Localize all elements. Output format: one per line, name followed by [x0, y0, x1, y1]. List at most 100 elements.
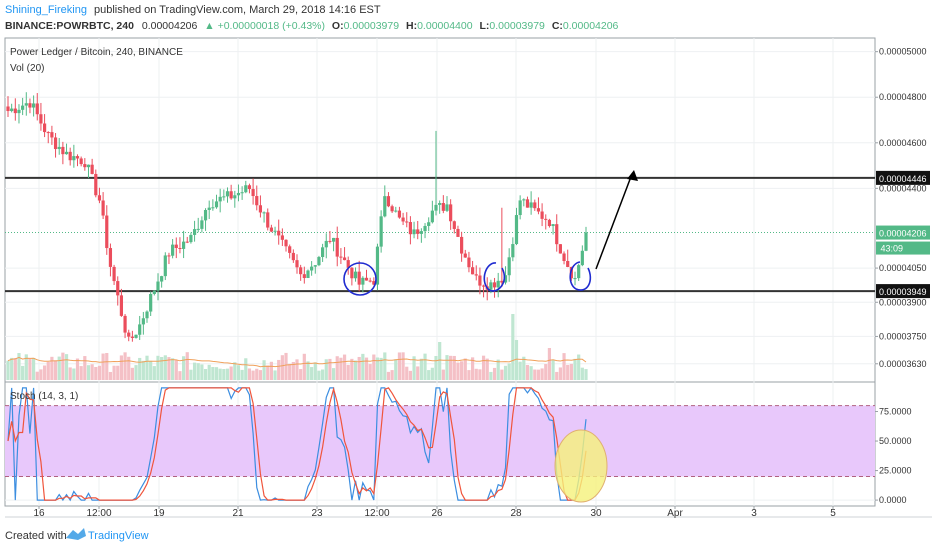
candle-body [64, 151, 69, 155]
volume-bar [116, 365, 120, 380]
tradingview-logo-icon [66, 528, 86, 540]
candle-body [299, 267, 303, 275]
volume-bar [156, 355, 160, 380]
volume-bar [35, 371, 39, 380]
volume-bar [452, 355, 456, 380]
volume-bar [57, 356, 61, 380]
trend-arrow-head[interactable] [627, 170, 638, 181]
volume-bar [203, 369, 208, 380]
volume-bar [284, 352, 288, 380]
candle-body [511, 244, 515, 258]
last-price-tag [876, 225, 930, 240]
volume-bar [350, 358, 354, 380]
volume-legend: Vol (20) [10, 63, 44, 74]
candle-body [255, 196, 259, 206]
stoch-highlight-circle[interactable] [554, 429, 608, 503]
candle-body [57, 146, 61, 150]
candle-body [372, 281, 376, 285]
volume-bar [42, 365, 47, 380]
candle-body [353, 271, 358, 279]
volume-bar [438, 342, 442, 380]
volume-bar [64, 354, 69, 380]
volume-bar [328, 358, 332, 380]
candle-body [397, 210, 402, 218]
volume-bar [339, 357, 343, 380]
author-link[interactable]: Shining_Fireking [5, 4, 87, 16]
candle-body [383, 196, 387, 217]
candle-body [207, 207, 211, 210]
trend-arrow-line[interactable] [595, 173, 633, 270]
candle-body [266, 212, 270, 228]
candle-body [119, 295, 124, 316]
candle-body [503, 275, 508, 283]
created-with-text: Created with [5, 530, 67, 542]
candle-body [496, 280, 500, 288]
candle-body [379, 216, 383, 247]
candle-body [94, 173, 98, 196]
candle-body [189, 234, 193, 243]
candles [6, 92, 588, 342]
volume-bar [28, 358, 32, 380]
volume-bar [566, 364, 570, 380]
candle-body [474, 274, 478, 276]
support-circle-1[interactable] [343, 262, 377, 296]
candle-body [368, 280, 372, 282]
stoch-tick-label: 75.0000 [879, 407, 912, 417]
volume-bar [544, 364, 548, 380]
candle-body [262, 212, 266, 214]
level-price-tag [876, 170, 930, 185]
candle-body [90, 164, 94, 174]
candle-body [236, 192, 241, 196]
candle-body [149, 293, 153, 312]
candle-body [584, 232, 588, 251]
candle-body [346, 260, 350, 268]
volume-bar [321, 369, 325, 380]
candle-body [247, 185, 252, 190]
volume-bar [456, 362, 460, 380]
candle-body [489, 282, 493, 290]
candle-body [72, 156, 76, 161]
price-axis: 0.00005000 0.00004800 0.00004600 0.00004400… [875, 47, 927, 369]
candle-body [313, 265, 317, 267]
volume-bar [427, 370, 431, 380]
candle-body [24, 103, 28, 106]
candle-body [130, 336, 134, 338]
volume-bar [32, 357, 36, 380]
time-tick-label: 28 [510, 508, 522, 519]
volume-bar [412, 356, 416, 380]
volume-bar [357, 356, 361, 380]
support-circle-3[interactable] [569, 261, 592, 291]
volume-bar [525, 364, 530, 380]
time-tick-label: 3 [751, 508, 757, 519]
volume-bar [540, 368, 544, 380]
volume-bar [492, 367, 497, 380]
candle-body [350, 267, 354, 279]
volume-bar [434, 356, 438, 380]
candle-body [324, 240, 328, 248]
candle-body [430, 210, 434, 223]
volume-bar [478, 369, 482, 380]
candle-body [167, 255, 171, 257]
candle-body [101, 200, 105, 216]
volume-bar [112, 365, 116, 380]
volume-bar [152, 366, 156, 380]
volume-bar [273, 370, 277, 380]
stoch-axis: 75.0000 50.0000 25.0000 0.0000 [875, 407, 912, 505]
candle-body [46, 132, 50, 134]
candle-body [229, 191, 233, 199]
volume-bar [503, 365, 508, 380]
price-tick-label: 0.00004050 [879, 263, 927, 273]
time-tick-label: 19 [153, 508, 165, 519]
candle-body [178, 247, 182, 249]
candle-body [533, 202, 537, 209]
time-tick-label: 21 [232, 508, 244, 519]
candle-body [364, 277, 369, 281]
volume-bar [555, 371, 559, 380]
volume-bar [335, 356, 339, 380]
volume-bar [269, 361, 273, 380]
support-circle-2[interactable] [483, 262, 506, 292]
candle-body [295, 260, 299, 268]
candle-body [544, 218, 548, 220]
tradingview-brand[interactable]: TradingView [88, 530, 149, 542]
